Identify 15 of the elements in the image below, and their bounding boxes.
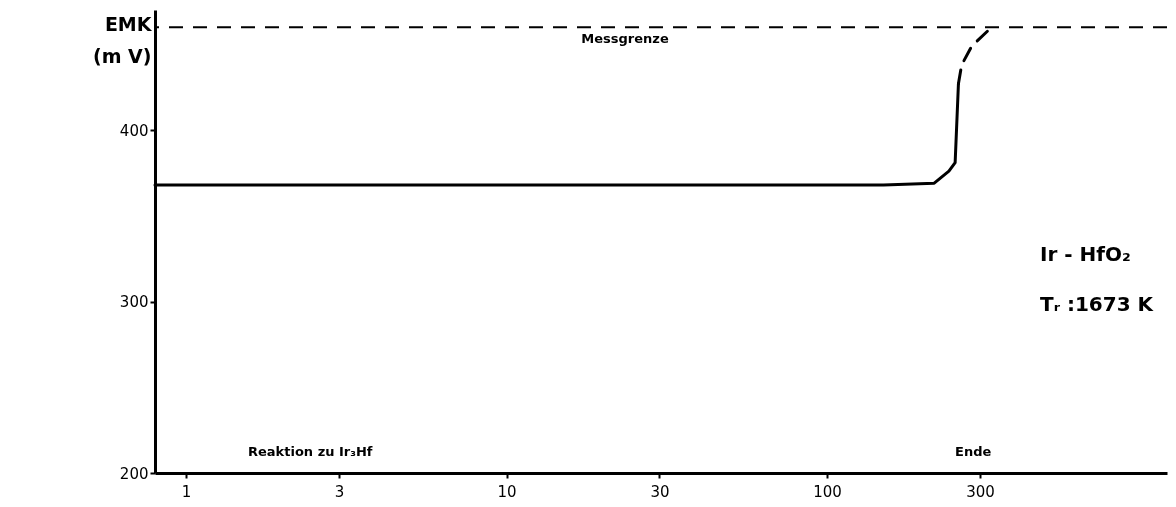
x-tick-label: 100 xyxy=(813,482,842,501)
annotation: Reaktion zu Ir₃Hf xyxy=(248,444,373,459)
y-tick-label: 300 xyxy=(119,293,149,312)
annotation: Ende xyxy=(955,444,992,459)
x-tick-label: 10 xyxy=(497,482,517,501)
x-tick-label: 1 xyxy=(181,482,192,501)
y-tick-label: 200 xyxy=(119,464,149,483)
ref-line-label: Messgrenze xyxy=(581,31,669,47)
x-tick-label: 300 xyxy=(966,482,995,501)
annotation: Ir - HfO₂ xyxy=(1040,242,1131,266)
y-axis-title: EMK (m V) xyxy=(93,12,153,67)
x-tick-label: 30 xyxy=(650,482,670,501)
annotation: Tᵣ :1673 K xyxy=(1040,292,1155,316)
x-tick-label: 3 xyxy=(334,482,345,501)
y-tick-label: 400 xyxy=(119,121,149,140)
